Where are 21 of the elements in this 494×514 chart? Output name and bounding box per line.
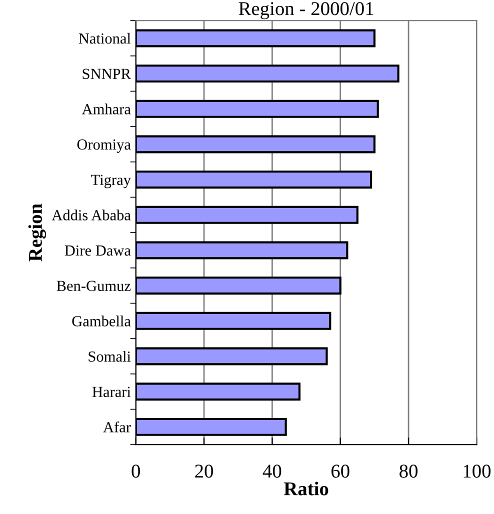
x-tick-label: 0 (132, 464, 140, 478)
y-tick-label: Dire Dawa (64, 245, 131, 256)
y-tick-label: Ben-Gumuz (56, 280, 131, 292)
y-tick-label: Gambella (72, 316, 131, 326)
y-tick-label: Amhara (82, 104, 131, 114)
x-tick-label: 100 (464, 464, 491, 478)
y-tick-label: National (78, 32, 131, 44)
chart-title: Region - 2000/01 (238, 2, 374, 20)
y-tick-label: Tigray (91, 174, 131, 188)
y-tick-label: SNNPR (82, 68, 131, 80)
y-tick-label: Afar (103, 421, 131, 432)
x-tick-label: 20 (195, 464, 214, 478)
x-tick-label: 60 (331, 464, 350, 478)
y-axis-title: Region (28, 204, 46, 262)
x-tick-label: 40 (262, 464, 282, 478)
x-axis-title: Ratio (284, 482, 328, 496)
y-tick-label: Somali (88, 350, 131, 362)
y-tick-label: Harari (92, 386, 131, 398)
y-tick-label: Oromiya (77, 139, 131, 153)
y-tick-label: Addis Ababa (52, 210, 131, 220)
x-tick-label: 80 (400, 464, 418, 478)
